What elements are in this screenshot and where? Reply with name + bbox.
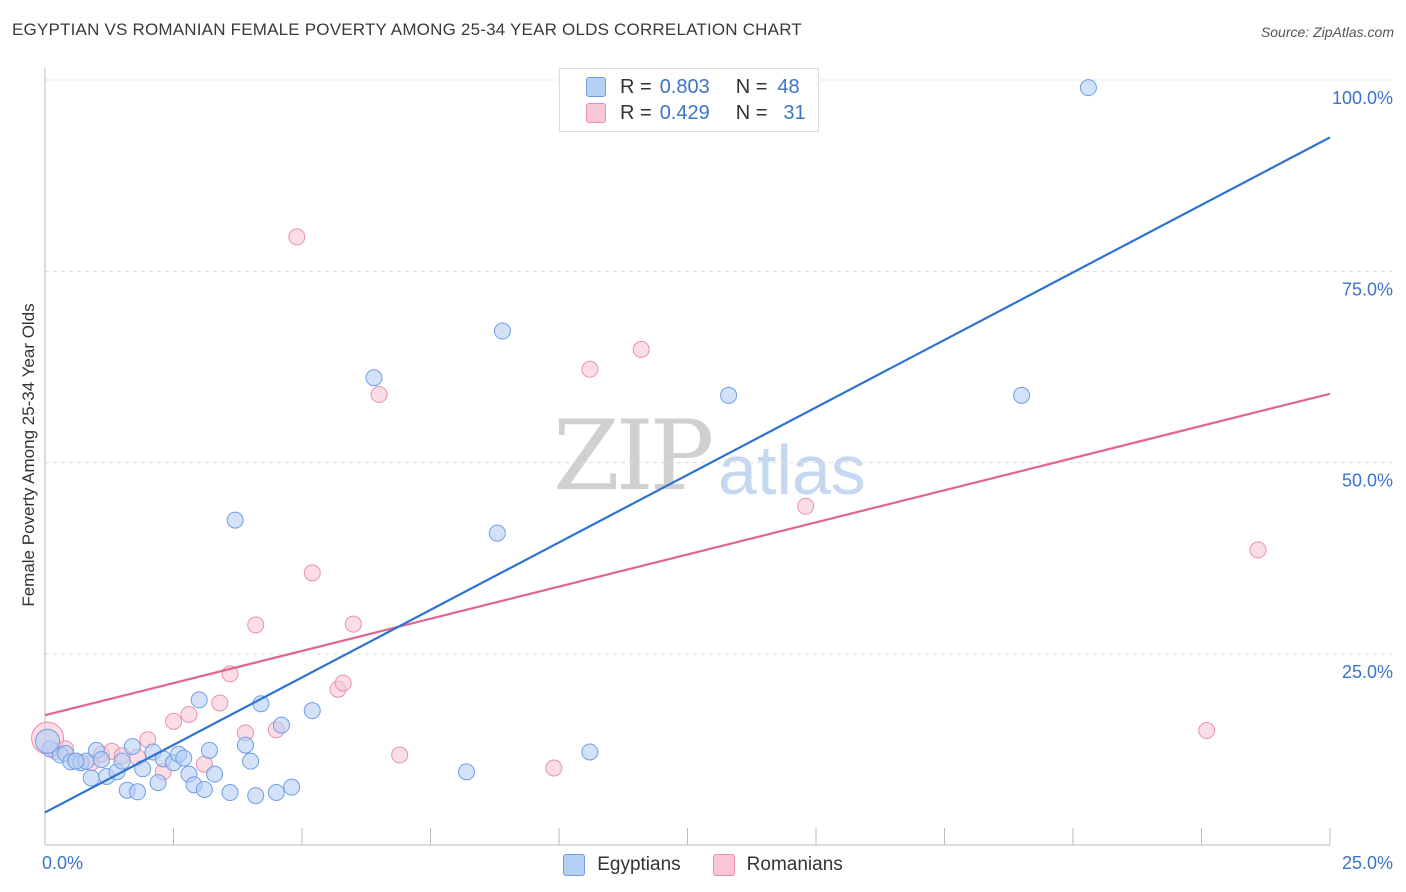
egyptians-swatch: [586, 77, 606, 97]
egyptians-point: [129, 783, 147, 801]
watermark-zip: ZIP: [553, 400, 714, 512]
legend-item-romanians[interactable]: Romanians: [712, 854, 843, 876]
chart-source: Source: ZipAtlas.com: [1260, 24, 1394, 40]
romanians-point: [180, 705, 198, 723]
egyptians-point: [113, 752, 131, 770]
egyptians-point: [493, 322, 511, 340]
series-legend: Egyptians Romanians: [0, 852, 1406, 878]
romanians-point: [391, 746, 409, 764]
egyptians-point: [35, 728, 61, 754]
romanians-point: [797, 497, 815, 515]
legend-n-value: 31: [783, 101, 806, 124]
egyptians-point: [82, 769, 100, 787]
romanians-point: [370, 386, 388, 404]
egyptians-point: [67, 752, 85, 770]
romanians-legend-swatch: [712, 854, 735, 876]
romanians-points: [31, 228, 1267, 781]
egyptians-point: [581, 743, 599, 761]
trend-lines: [44, 136, 1331, 814]
grid-lines: [45, 79, 1392, 655]
correlation-legend: R = 0.803 N = 48 R = 0.429 N = 31: [559, 68, 819, 132]
romanians-swatch: [586, 103, 606, 123]
romanians-point: [581, 360, 599, 378]
egyptians-point: [149, 774, 167, 792]
watermark-atlas: atlas: [718, 431, 866, 509]
legend-n-label: N =: [735, 75, 768, 98]
egyptians-legend-label: Egyptians: [597, 854, 681, 875]
romanians-point: [303, 564, 321, 582]
egyptians-point: [720, 386, 738, 404]
romanians-point: [1198, 722, 1216, 740]
romanians-trend-line: [44, 392, 1331, 717]
legend-r-label: R =: [620, 75, 652, 98]
egyptians-point: [488, 524, 506, 542]
egyptians-point: [365, 369, 383, 387]
legend-n-label: N =: [735, 101, 768, 124]
y-tick-label: 75.0%: [1342, 279, 1393, 299]
legend-r-value: 0.803: [659, 75, 710, 98]
egyptians-legend-swatch: [563, 854, 586, 876]
romanians-point: [334, 674, 352, 692]
y-tick-label: 25.0%: [1342, 662, 1393, 682]
legend-n-value: 48: [777, 75, 800, 98]
y-tick-label: 100.0%: [1332, 88, 1393, 108]
egyptians-point: [221, 784, 239, 802]
egyptians-point: [267, 784, 285, 802]
romanians-point: [344, 615, 362, 633]
egyptians-point: [93, 751, 111, 769]
egyptians-point: [272, 716, 290, 734]
egyptians-point: [206, 765, 224, 783]
legend-row-romanians: R = 0.429 N = 31: [586, 101, 806, 125]
romanians-point: [288, 228, 306, 246]
axes: [44, 68, 1331, 846]
legend-item-egyptians[interactable]: Egyptians: [563, 854, 681, 876]
romanians-point: [247, 616, 265, 634]
egyptians-point: [242, 752, 260, 770]
y-tick-label: 50.0%: [1342, 471, 1393, 491]
romanians-legend-label: Romanians: [746, 854, 843, 875]
egyptians-point: [226, 511, 244, 529]
romanians-point: [545, 759, 563, 777]
tick-labels: 25.0% 50.0% 75.0% 100.0% 0.0% 25.0%: [42, 88, 1393, 873]
romanians-point: [632, 340, 650, 358]
egyptians-point: [303, 702, 321, 720]
x-tick-label: 0.0%: [42, 853, 83, 873]
y-axis-label: Female Poverty Among 25-34 Year Olds: [19, 303, 38, 606]
egyptians-point: [1079, 79, 1097, 97]
legend-r-label: R =: [620, 101, 652, 124]
chart-title: EGYPTIAN VS ROMANIAN FEMALE POVERTY AMON…: [12, 20, 802, 39]
legend-r-value: 0.429: [659, 101, 710, 124]
egyptians-point: [123, 738, 141, 756]
egyptians-point: [1013, 386, 1031, 404]
egyptians-point: [190, 691, 208, 709]
egyptians-points: [35, 79, 1097, 805]
egyptians-point: [457, 763, 475, 781]
romanians-point: [211, 694, 229, 712]
romanians-point: [165, 712, 182, 730]
egyptians-trend-line: [44, 136, 1331, 814]
egyptians-point: [247, 787, 265, 805]
egyptians-point: [195, 780, 213, 798]
egyptians-point: [175, 749, 193, 767]
egyptians-point: [283, 778, 301, 796]
x-tick-label: 25.0%: [1342, 853, 1393, 873]
romanians-point: [1249, 541, 1267, 559]
egyptians-point: [200, 741, 218, 759]
legend-row-egyptians: R = 0.803 N = 48: [586, 75, 800, 99]
egyptians-point: [236, 736, 254, 754]
